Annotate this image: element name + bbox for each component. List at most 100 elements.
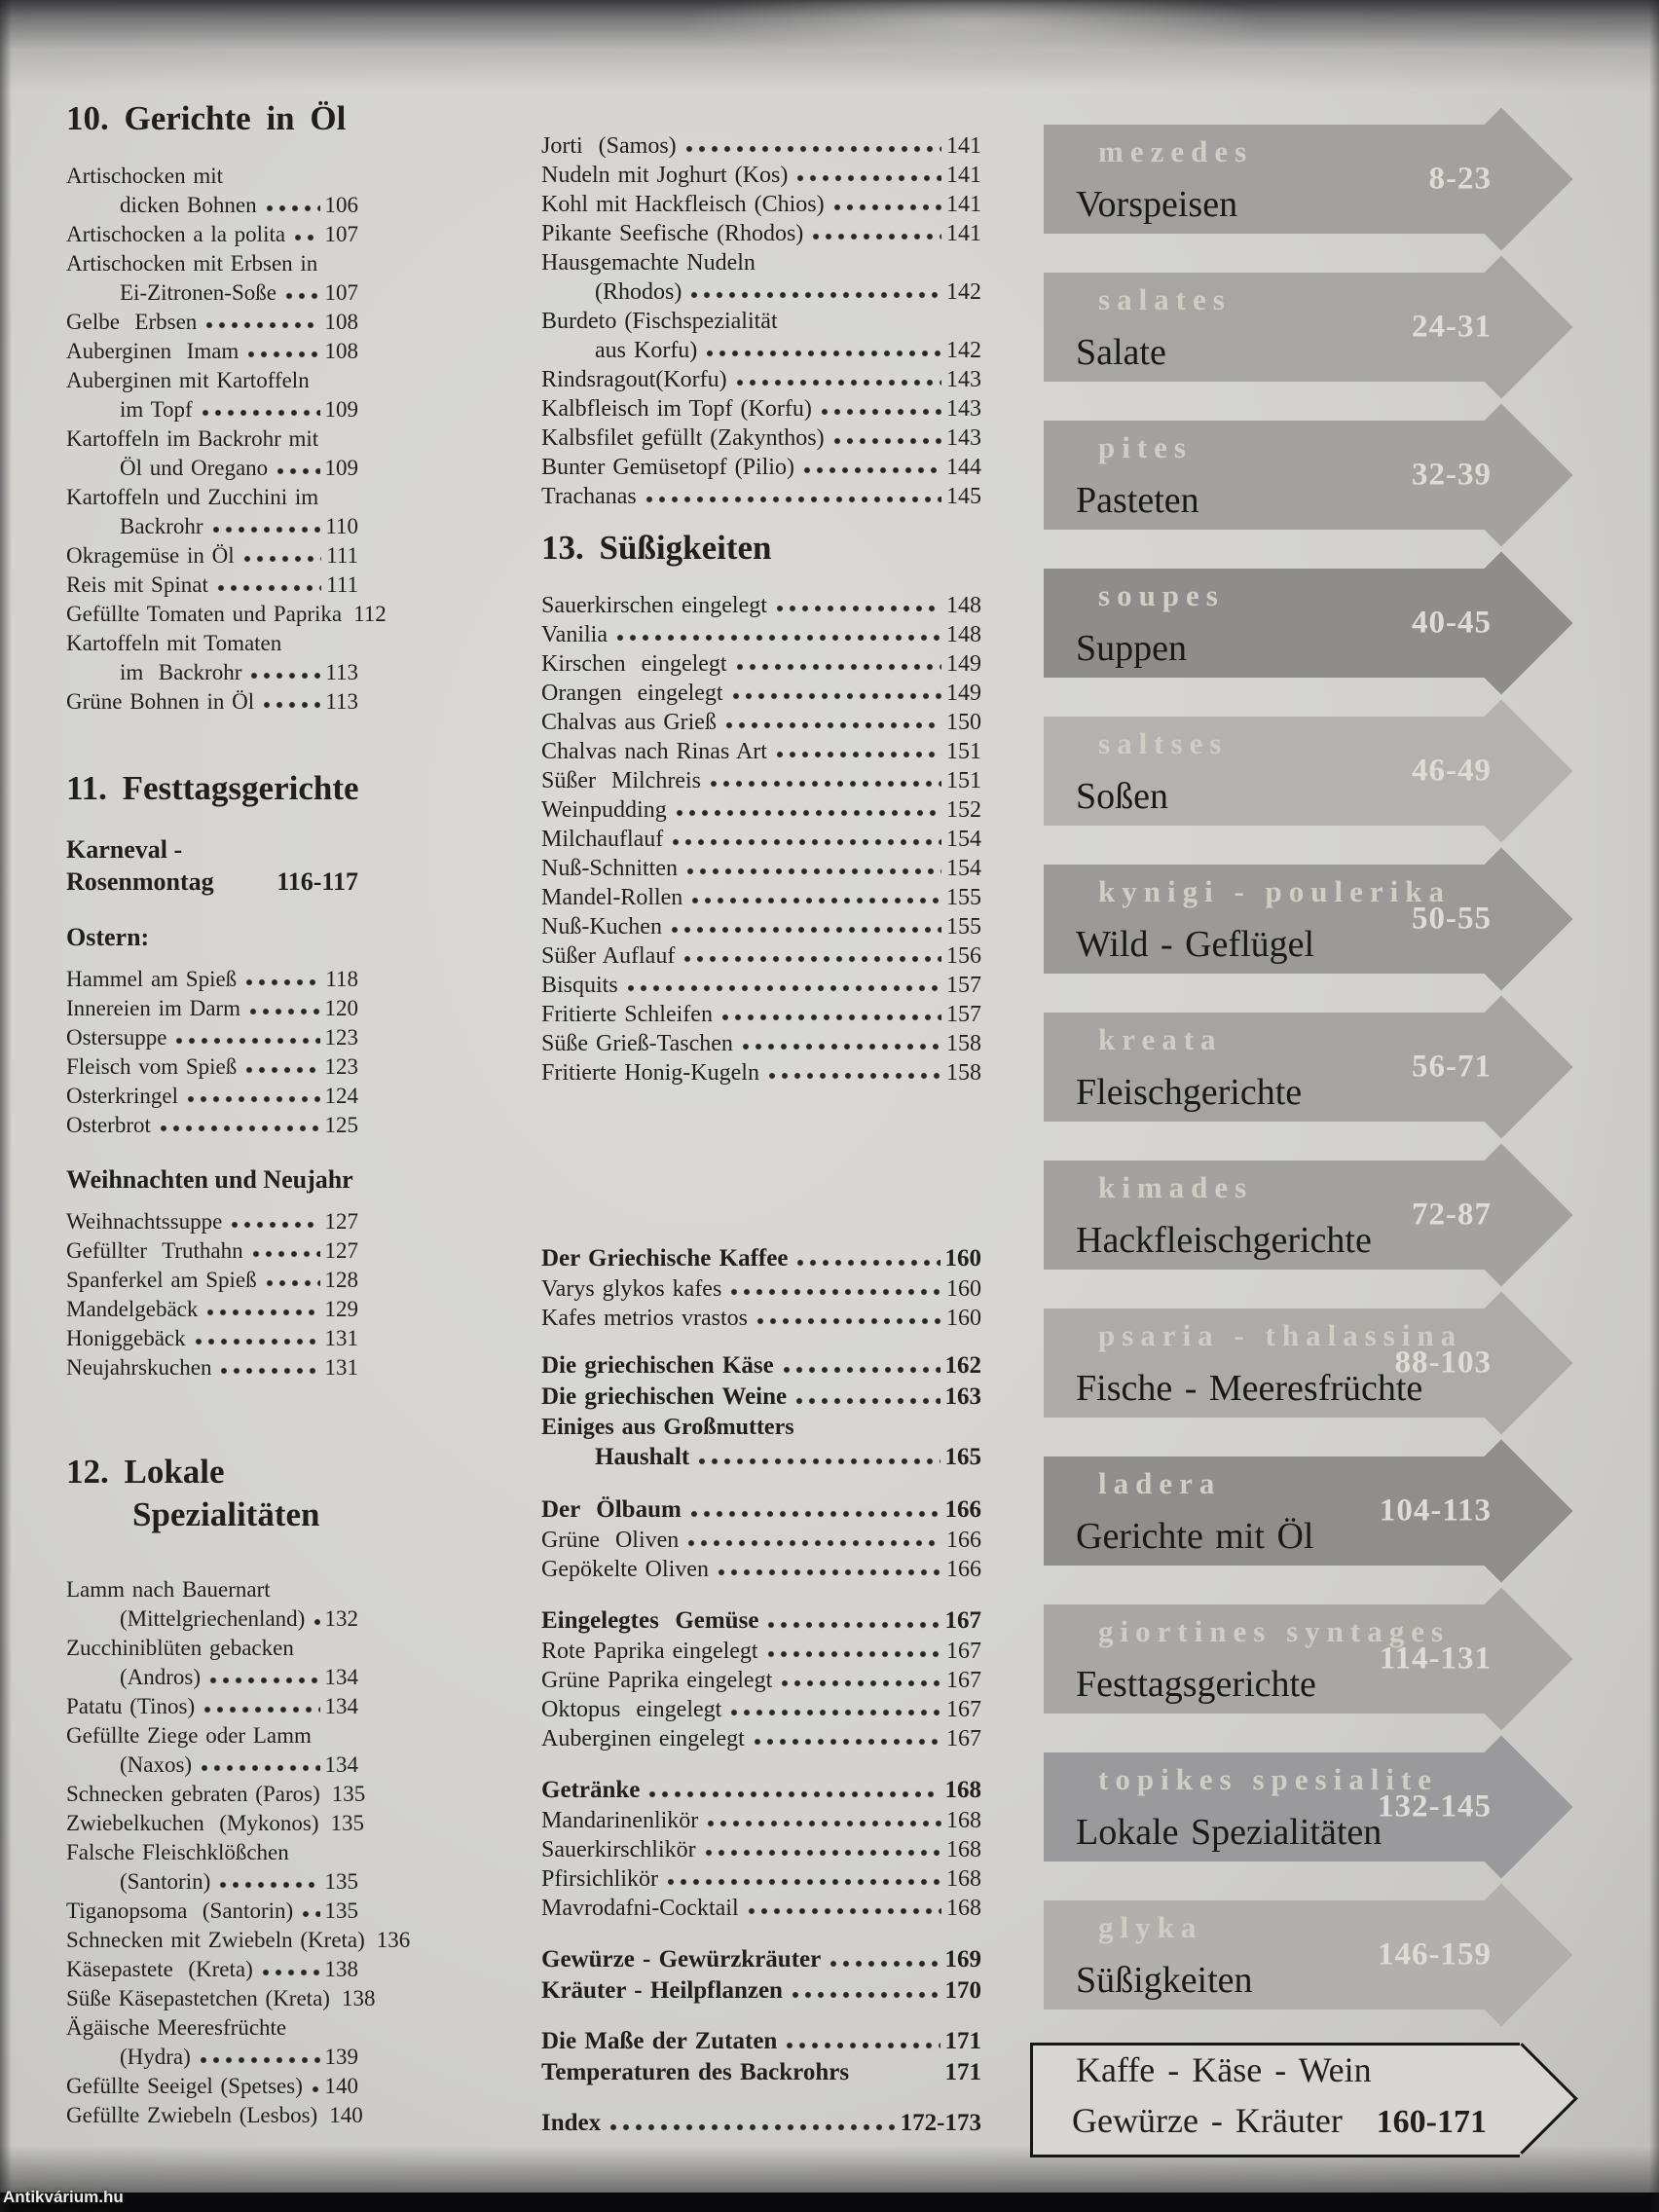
toc-entry: Bunter Gemüsetopf (Pilio) 144 bbox=[541, 453, 981, 482]
dot-leader bbox=[728, 1701, 941, 1722]
entry-first-line: Kartoffeln mit Tomaten bbox=[66, 631, 282, 655]
entry-page: 111 bbox=[326, 572, 358, 597]
toc-entry: Osterkringel 124 bbox=[66, 1082, 358, 1111]
banner-page-range: 104-113 bbox=[1379, 1493, 1492, 1529]
dot-leader bbox=[773, 597, 941, 618]
entry-page: 135 bbox=[330, 1811, 365, 1835]
entry-label: Fritierte Schleifen bbox=[541, 1002, 713, 1027]
entry-label: Innereien im Darm bbox=[66, 996, 240, 1020]
toc-entry: Auberginen eingelegt 167 bbox=[541, 1724, 981, 1753]
banner-greek-label: giortines syntages bbox=[1098, 1614, 1451, 1648]
entry-label: Süße Grieß-Taschen bbox=[541, 1031, 733, 1056]
entry-label: Okragemüse in Öl bbox=[66, 543, 235, 568]
entry-page: 127 bbox=[324, 1238, 359, 1263]
banner-greek-label: kreata bbox=[1098, 1022, 1223, 1056]
toc-entry: Getränke 168 bbox=[541, 1775, 981, 1806]
toc-entry: Gewürze - Gewürzkräuter 169 bbox=[541, 1944, 981, 1975]
banner-page-range: 8-23 bbox=[1428, 161, 1492, 197]
toc-entry: Osterbrot 125 bbox=[66, 1111, 358, 1140]
box-page-range: 160-171 bbox=[1376, 2104, 1487, 2140]
entry-label: Tiganopsoma (Santorin) bbox=[66, 1899, 294, 1923]
entry-page: 160 bbox=[944, 1245, 982, 1272]
entry-page: 167 bbox=[946, 1668, 981, 1693]
toc-entry: Kohl mit Hackfleisch (Chios) 141 bbox=[541, 190, 981, 219]
toc-entry: Kalbfleisch im Topf (Korfu) 143 bbox=[541, 394, 981, 424]
entry-label: (Andros) bbox=[120, 1665, 202, 1689]
entry-page: 143 bbox=[946, 367, 981, 392]
toc-entry: Süßer Milchreis 151 bbox=[541, 766, 981, 795]
toc-entry: Innereien im Darm 120 bbox=[66, 994, 358, 1023]
toc-entry: Temperaturen des Backrohrs 171 bbox=[541, 2057, 981, 2088]
dot-leader bbox=[263, 197, 320, 218]
toc-entry: Artischocken a la polita 107 bbox=[66, 220, 358, 249]
toc-entry: Patatu (Tinos) 134 bbox=[66, 1692, 358, 1721]
entry-label: Öl und Oregano bbox=[120, 456, 269, 480]
entry-label: Grüne Bohnen in Öl bbox=[66, 689, 255, 714]
entry-page: 166 bbox=[946, 1528, 981, 1553]
dot-leader bbox=[830, 196, 941, 217]
entry-page: 106 bbox=[324, 193, 359, 217]
entry-page: 113 bbox=[325, 660, 358, 684]
entry-page: 163 bbox=[944, 1383, 982, 1410]
entry-label: Fritierte Honig-Kugeln bbox=[541, 1060, 759, 1086]
toc-entry: Varys glykos kafes 160 bbox=[541, 1274, 981, 1304]
banner-german-label: Fleischgerichte bbox=[1076, 1072, 1303, 1113]
dot-leader bbox=[810, 225, 941, 246]
entry-page: 138 bbox=[324, 1957, 359, 1981]
entry-page: 108 bbox=[324, 339, 359, 363]
banner-page-range: 114-131 bbox=[1379, 1641, 1492, 1677]
toc-entry: Vanilia 148 bbox=[541, 620, 981, 649]
toc-entry: Oktopus eingelegt 167 bbox=[541, 1695, 981, 1724]
entry-label: Auberginen Imam bbox=[66, 339, 240, 363]
banner-german-label: Hackfleischgerichte bbox=[1076, 1220, 1372, 1261]
banner-german-label: Wild - Geflügel bbox=[1076, 924, 1315, 965]
dot-leader bbox=[173, 1029, 320, 1051]
entry-page: 127 bbox=[324, 1209, 359, 1234]
subsection-heading-line2: Rosenmontag 116-117 bbox=[66, 866, 358, 898]
dot-leader bbox=[715, 1561, 941, 1582]
entry-label: (Hydra) bbox=[120, 2045, 191, 2069]
toc-entry: aus Korfu) 142 bbox=[541, 336, 981, 365]
entry-page: 132 bbox=[324, 1606, 359, 1631]
entry-page: 136 bbox=[376, 1928, 411, 1952]
banner-german-label: Fische - Meeresfrüchte bbox=[1076, 1368, 1423, 1409]
entry-page: 168 bbox=[946, 1808, 981, 1833]
toc-entry: Auberginen Imam 108 bbox=[66, 337, 358, 366]
banner-page-range: 146-159 bbox=[1378, 1936, 1492, 1972]
entry-page: 170 bbox=[944, 1977, 982, 2004]
toc-entry: Hammel am Spieß 118 bbox=[66, 965, 358, 994]
toc-entry: Ei-Zitronen-Soße 107 bbox=[66, 278, 358, 308]
entry-page: 128 bbox=[324, 1268, 359, 1292]
toc-entry: Jorti (Samos) 141 bbox=[541, 131, 981, 161]
entry-label: Kalbsfilet gefüllt (Zakynthos) bbox=[541, 425, 825, 451]
category-banner: kimades Hackfleischgerichte 72-87 bbox=[1044, 1143, 1573, 1287]
entry-label: (Naxos) bbox=[120, 1752, 193, 1777]
dot-leader bbox=[202, 1698, 320, 1719]
entry-page: 168 bbox=[944, 1777, 982, 1803]
toc-entry: Nudeln mit Joghurt (Kos) 141 bbox=[541, 161, 981, 190]
entry-label: Grüne Paprika eingelegt bbox=[541, 1668, 773, 1693]
banner-greek-label: kynigi - poulerika bbox=[1098, 874, 1451, 908]
entry-page: 109 bbox=[324, 397, 359, 422]
photo-bottom-bar bbox=[0, 2193, 1659, 2212]
column-gap bbox=[541, 2088, 981, 2108]
dot-leader bbox=[229, 1213, 320, 1235]
entry-label: Haushalt bbox=[595, 1444, 690, 1470]
toc-entry: Zwiebelkuchen (Mykonos) 135 bbox=[66, 1809, 364, 1838]
dot-leader bbox=[728, 1280, 941, 1302]
toc-entry: Index 172-173 bbox=[541, 2108, 981, 2139]
entry-page: 123 bbox=[324, 1025, 359, 1050]
toc-entry: Rote Paprika eingelegt 167 bbox=[541, 1637, 981, 1666]
toc-entry: Sauerkirschlikör 168 bbox=[541, 1835, 981, 1864]
entry-page: 135 bbox=[324, 1899, 359, 1923]
entry-label: Honiggebäck bbox=[66, 1326, 186, 1350]
banner-greek-label: pites bbox=[1098, 430, 1193, 464]
entry-label: Fleisch vom Spieß bbox=[66, 1054, 238, 1079]
entry-page: 168 bbox=[946, 1837, 981, 1862]
toc-entry: (Andros) 134 bbox=[66, 1663, 358, 1692]
entry-label: Nuß-Kuchen bbox=[541, 914, 662, 940]
toc-entry: Mavrodafni-Cocktail 168 bbox=[541, 1894, 981, 1923]
section-heading: 13. Süßigkeiten bbox=[541, 529, 772, 567]
toc-entry: im Topf 109 bbox=[66, 395, 358, 424]
toc-entry: Der Ölbaum 166 bbox=[541, 1494, 981, 1526]
